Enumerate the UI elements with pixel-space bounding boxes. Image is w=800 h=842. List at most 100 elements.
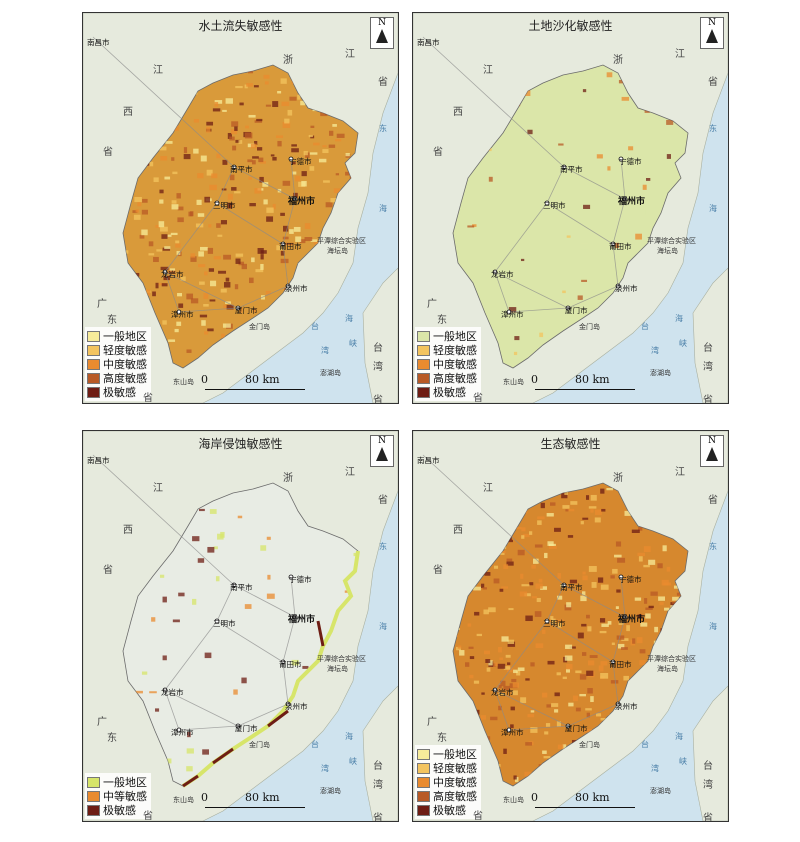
- raster-cell: [355, 307, 358, 312]
- legend-label: 一般地区: [103, 776, 147, 789]
- map-label-zhe: 浙: [613, 55, 623, 66]
- raster-cell: [484, 572, 491, 576]
- raster-cell: [186, 349, 192, 353]
- legend-item: 极敏感: [87, 385, 147, 399]
- map-label-nanping: 南平市: [230, 165, 253, 174]
- raster-cell: [280, 212, 285, 216]
- scale-bar: 0 80 km: [201, 791, 311, 815]
- raster-cell: [353, 271, 358, 276]
- raster-cell: [594, 509, 602, 515]
- raster-cell: [341, 309, 348, 313]
- raster-cell: [664, 607, 670, 611]
- raster-cell: [480, 715, 486, 720]
- raster-cell: [512, 682, 520, 688]
- map-label-xiamen: 厦门市: [235, 724, 258, 733]
- raster-cell: [507, 639, 515, 644]
- raster-cell: [299, 239, 306, 244]
- raster-cell: [551, 703, 559, 707]
- raster-cell: [472, 224, 477, 227]
- raster-cell: [685, 694, 688, 699]
- raster-cell: [527, 129, 533, 135]
- raster-cell: [197, 173, 204, 179]
- raster-cell: [580, 521, 584, 525]
- raster-cell: [564, 604, 572, 611]
- raster-cell: [508, 608, 514, 611]
- raster-cell: [465, 662, 470, 667]
- raster-cell: [260, 545, 267, 551]
- raster-cell: [284, 118, 290, 124]
- raster-cell: [172, 171, 178, 175]
- raster-cell: [223, 304, 227, 309]
- legend-item: 中度敏感: [417, 775, 477, 789]
- raster-cell: [534, 544, 543, 548]
- raster-cell: [231, 187, 237, 191]
- city-marker: [492, 269, 498, 275]
- map-label-dong_sea: 东: [379, 542, 387, 551]
- map-label-jiang_zj: 江: [345, 467, 355, 478]
- raster-cell: [204, 271, 208, 276]
- raster-cell: [536, 597, 541, 603]
- map-label-dongshan: 东山岛: [173, 378, 194, 386]
- raster-cell: [636, 762, 642, 767]
- raster-cell: [204, 652, 212, 659]
- legend-item: 高度敏感: [87, 371, 147, 385]
- raster-cell: [670, 714, 678, 721]
- map-label-sheng_gd: 省: [473, 393, 483, 404]
- raster-cell: [259, 176, 264, 183]
- map-label-hai_str: 海: [675, 314, 683, 323]
- raster-cell: [514, 336, 520, 341]
- raster-cell: [309, 152, 318, 155]
- raster-cell: [237, 515, 243, 519]
- raster-cell: [521, 527, 526, 532]
- raster-cell: [575, 670, 582, 674]
- raster-cell: [287, 109, 293, 116]
- raster-cell: [172, 619, 180, 623]
- raster-cell: [254, 120, 263, 123]
- raster-cell: [532, 596, 538, 599]
- legend-swatch: [417, 762, 430, 774]
- north-arrow-icon: N: [700, 435, 724, 467]
- fujian-province: [452, 64, 689, 369]
- map-label-quanzhou: 泉州市: [285, 702, 308, 711]
- raster-cell: [642, 184, 647, 190]
- raster-cell: [264, 81, 269, 85]
- raster-cell: [282, 367, 290, 368]
- raster-cell: [259, 161, 267, 164]
- map-label-ningde: 宁德市: [619, 157, 642, 166]
- raster-cell: [206, 169, 213, 176]
- map-panel-soil: 水土流失敏感性 N 一般地区 轻度敏感 中度敏感 高度敏感 极敏感 0 80 km 南昌市…: [82, 12, 399, 404]
- raster-cell: [638, 556, 643, 562]
- raster-cell: [547, 541, 554, 546]
- raster-cell: [308, 342, 313, 348]
- city-marker: [285, 283, 291, 289]
- raster-cell: [506, 558, 513, 562]
- raster-cell: [199, 314, 208, 318]
- raster-cell: [628, 146, 634, 151]
- map-label-jiang_zj: 江: [675, 467, 685, 478]
- raster-cell: [210, 280, 217, 287]
- raster-cell: [313, 240, 320, 245]
- raster-cell: [579, 674, 587, 680]
- raster-cell: [249, 203, 256, 207]
- map-label-sheng_jx: 省: [103, 565, 113, 576]
- fujian-province: [122, 64, 359, 369]
- north-arrow-icon: N: [700, 17, 724, 49]
- legend-item: 一般地区: [417, 329, 477, 343]
- raster-cell: [135, 209, 139, 213]
- map-label-tai: 台: [703, 761, 713, 772]
- raster-cell: [167, 234, 172, 237]
- raster-cell: [612, 568, 618, 574]
- city-marker: [235, 305, 241, 311]
- raster-cell: [513, 669, 518, 674]
- raster-cell: [199, 281, 205, 285]
- raster-cell: [640, 622, 648, 627]
- raster-cell: [190, 253, 196, 258]
- map-label-xi: 西: [453, 107, 463, 118]
- raster-cell: [585, 495, 590, 500]
- map-label-tai: 台: [703, 343, 713, 354]
- raster-cell: [660, 752, 666, 758]
- raster-cell: [161, 234, 168, 239]
- raster-cell: [607, 621, 612, 625]
- raster-cell: [685, 738, 688, 743]
- raster-cell: [645, 607, 653, 610]
